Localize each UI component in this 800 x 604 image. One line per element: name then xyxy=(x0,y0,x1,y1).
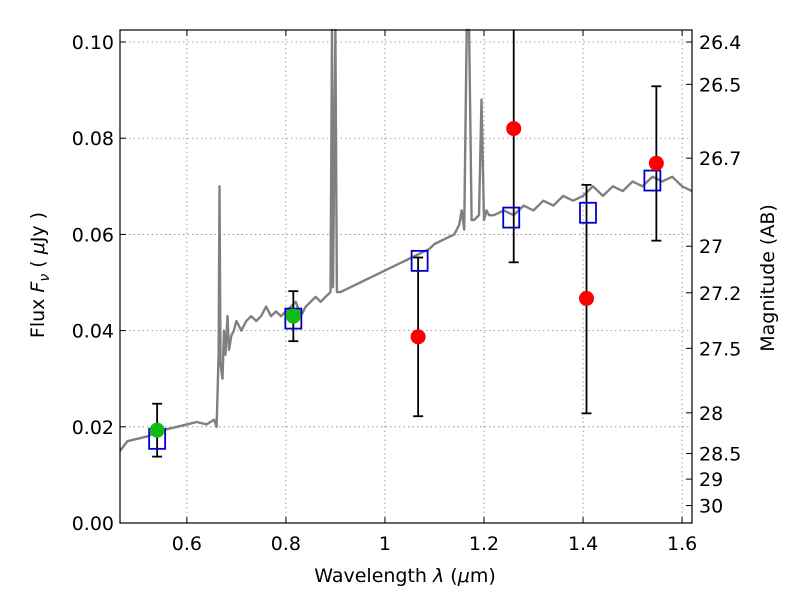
model-box-marker xyxy=(410,249,429,272)
spectrum-layer xyxy=(119,28,693,452)
detection-marker xyxy=(285,308,301,324)
x-tick-label: 1 xyxy=(379,533,391,555)
plot-frame xyxy=(119,29,693,524)
spectrum-line xyxy=(119,28,693,452)
x-tick-label: 1.6 xyxy=(667,533,697,555)
tick-layer: 0.6 0.8 1 1.2 1.4 1.6 0.00 0.02 0.04 0.06 0.08 0.10… xyxy=(72,30,741,555)
y2-tick-label: 28 xyxy=(699,403,723,425)
y2-tick-label: 27.2 xyxy=(699,283,741,305)
x-tick-label: 0.6 xyxy=(172,533,202,555)
y2-tick-label: 26.7 xyxy=(699,148,741,170)
model-box-marker xyxy=(579,201,597,224)
y-tick-label: 0.10 xyxy=(72,32,114,54)
x-axis-label: Wavelength λ (μm) xyxy=(314,565,495,587)
y-tick-label: 0.00 xyxy=(72,513,114,535)
errorbar-layer xyxy=(152,30,662,458)
y-tick-label: 0.06 xyxy=(72,224,114,246)
y2-tick-label: 29 xyxy=(699,469,723,491)
y2-tick-label: 26.4 xyxy=(699,32,741,54)
y-axis-label: Flux Fν ( μJy ) xyxy=(27,212,53,338)
y2-tick-label: 27 xyxy=(699,236,723,258)
nondetection-marker xyxy=(506,121,522,137)
y2-tick-label: 28.5 xyxy=(699,443,741,465)
y2-tick-label: 30 xyxy=(699,496,723,518)
model-box-marker xyxy=(284,307,303,330)
x-tick-label: 1.4 xyxy=(568,533,598,555)
detection-marker xyxy=(149,422,165,438)
y-tick-label: 0.04 xyxy=(72,321,114,343)
x-tick-label: 1.2 xyxy=(469,533,499,555)
y-tick-label: 0.08 xyxy=(72,128,114,150)
y2-tick-label: 26.5 xyxy=(699,74,741,96)
nondetection-marker xyxy=(579,290,595,306)
nondetection-marker xyxy=(410,329,426,345)
marker-layer xyxy=(149,121,664,438)
model-box-marker xyxy=(643,169,662,192)
model-box-marker xyxy=(502,206,521,229)
y2-tick-label: 27.5 xyxy=(699,338,741,360)
model-box-layer xyxy=(148,169,662,450)
nondetection-marker xyxy=(648,155,664,171)
x-tick-label: 0.8 xyxy=(271,533,301,555)
y2-axis-label: Magnitude (AB) xyxy=(757,204,779,352)
y-tick-label: 0.02 xyxy=(72,417,114,439)
grid-lines xyxy=(120,30,692,524)
